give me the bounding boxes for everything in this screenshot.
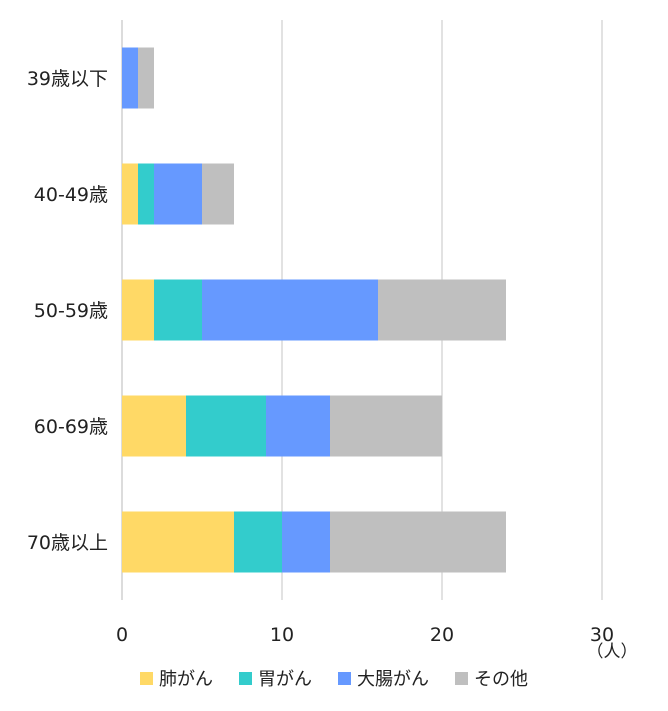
x-tick-label-20: 20 (430, 624, 454, 646)
legend-label-3: その他 (474, 669, 528, 690)
bar-2-series-1 (154, 279, 202, 341)
x-axis-unit-label: （人） (587, 642, 638, 660)
category-labels: 39歳以下 40-49歳 50-59歳 60-69歳 70歳以上 (27, 68, 108, 554)
bar-1-series-1 (138, 163, 154, 225)
tick-labels: 0 10 20 30 (116, 624, 614, 646)
category-label-2: 50-59歳 (34, 300, 108, 322)
legend-item-2: 大腸がん (338, 665, 429, 691)
bar-3-series-1 (186, 395, 266, 457)
category-label-1: 40-49歳 (34, 184, 108, 206)
chart-area: 39歳以下 40-49歳 50-59歳 60-69歳 70歳以上 0 10 20 30 （人） (27, 20, 638, 660)
bar-1-series-2 (154, 163, 202, 225)
legend-swatch-0 (140, 671, 153, 685)
bar-2-series-0 (122, 279, 154, 341)
legend-item-1: 胃がん (239, 665, 312, 691)
bar-1-series-0 (122, 163, 138, 225)
legend-swatch-2 (338, 671, 351, 685)
bar-4-series-3 (330, 511, 506, 573)
legend: 肺がん 胃がん 大腸がん その他 (0, 664, 668, 692)
x-tick-label-0: 0 (116, 624, 128, 646)
bar-2-series-2 (202, 279, 378, 341)
legend-label-1: 胃がん (258, 669, 312, 690)
bar-4-series-1 (234, 511, 282, 573)
category-label-4: 70歳以上 (27, 532, 108, 554)
legend-item-0: 肺がん (140, 665, 213, 691)
bar-4-series-0 (122, 511, 234, 573)
legend-swatch-3 (455, 671, 468, 685)
legend-label-2: 大腸がん (357, 669, 429, 690)
bar-0-series-2 (122, 47, 138, 109)
legend-label-0: 肺がん (159, 669, 213, 690)
x-tick-label-10: 10 (270, 624, 294, 646)
legend-swatch-1 (239, 671, 252, 685)
category-label-3: 60-69歳 (34, 416, 108, 438)
bar-0-series-3 (138, 47, 154, 109)
bar-2-series-3 (378, 279, 506, 341)
category-label-0: 39歳以下 (27, 68, 108, 90)
bar-3-series-3 (330, 395, 442, 457)
bars (122, 47, 506, 573)
bar-3-series-2 (266, 395, 330, 457)
bar-1-series-3 (202, 163, 234, 225)
x-tick-label-30: 30 (590, 624, 614, 646)
legend-item-3: その他 (455, 665, 528, 691)
bar-4-series-2 (282, 511, 330, 573)
bar-3-series-0 (122, 395, 186, 457)
